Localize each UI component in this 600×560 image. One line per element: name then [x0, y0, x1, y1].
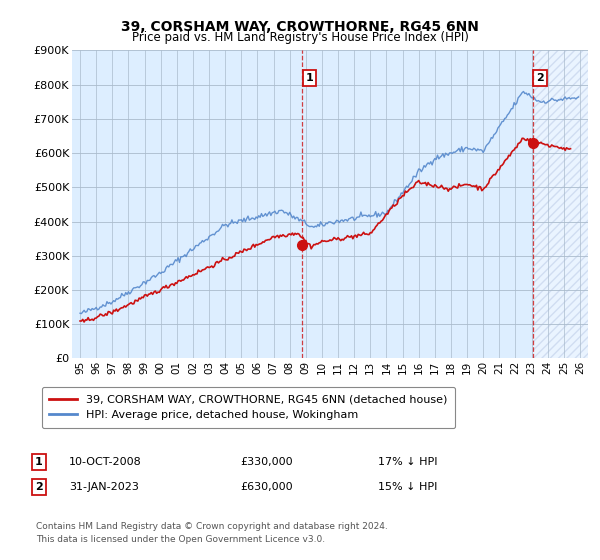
Text: Price paid vs. HM Land Registry's House Price Index (HPI): Price paid vs. HM Land Registry's House …: [131, 31, 469, 44]
Text: 1: 1: [305, 73, 313, 83]
Text: 10-OCT-2008: 10-OCT-2008: [69, 457, 142, 467]
Text: 2: 2: [35, 482, 43, 492]
Text: 17% ↓ HPI: 17% ↓ HPI: [378, 457, 437, 467]
Text: £630,000: £630,000: [240, 482, 293, 492]
Text: This data is licensed under the Open Government Licence v3.0.: This data is licensed under the Open Gov…: [36, 535, 325, 544]
Bar: [533, 33, 588, 358]
Text: £330,000: £330,000: [240, 457, 293, 467]
Text: 31-JAN-2023: 31-JAN-2023: [69, 482, 139, 492]
Text: 1: 1: [35, 457, 43, 467]
Text: 2: 2: [536, 73, 544, 83]
Legend: 39, CORSHAM WAY, CROWTHORNE, RG45 6NN (detached house), HPI: Average price, deta: 39, CORSHAM WAY, CROWTHORNE, RG45 6NN (d…: [41, 387, 455, 428]
Text: 15% ↓ HPI: 15% ↓ HPI: [378, 482, 437, 492]
Text: Contains HM Land Registry data © Crown copyright and database right 2024.: Contains HM Land Registry data © Crown c…: [36, 522, 388, 531]
Text: 39, CORSHAM WAY, CROWTHORNE, RG45 6NN: 39, CORSHAM WAY, CROWTHORNE, RG45 6NN: [121, 20, 479, 34]
